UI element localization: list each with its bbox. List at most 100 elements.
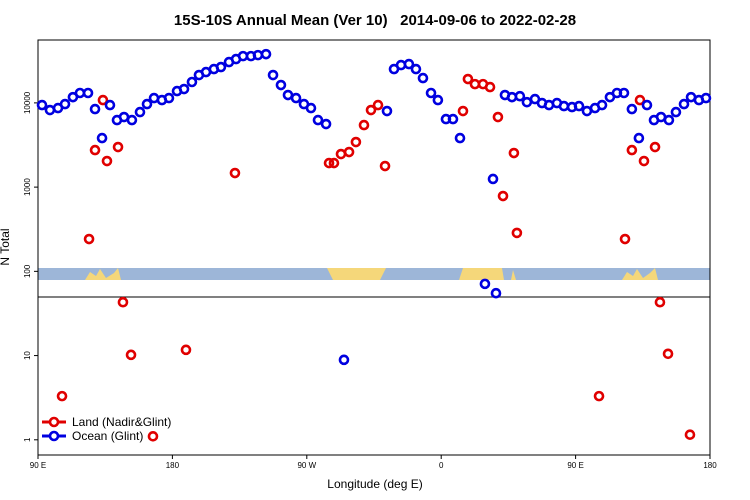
point (126, 114, 138, 126)
point (36, 99, 48, 111)
land-patch (511, 270, 516, 280)
point (490, 287, 502, 299)
plot-frame (37, 39, 711, 456)
point (410, 63, 422, 75)
point (678, 98, 690, 110)
legend-marker (48, 430, 60, 442)
y-tick-label: 1000 (23, 178, 32, 196)
legend-label: Ocean (Glint) (72, 429, 143, 443)
point (479, 278, 491, 290)
point (104, 99, 116, 111)
point (403, 58, 415, 70)
point (649, 141, 661, 153)
point (558, 100, 570, 112)
point (275, 79, 287, 91)
land-patch (622, 268, 658, 280)
point (514, 90, 526, 102)
point (654, 296, 666, 308)
point (670, 106, 682, 118)
land-patch (327, 268, 386, 280)
point (447, 113, 459, 125)
point (252, 49, 264, 61)
point (335, 148, 347, 160)
point (134, 106, 146, 118)
point (573, 100, 585, 112)
point (44, 104, 56, 116)
point (619, 233, 631, 245)
point (215, 61, 227, 73)
point (323, 157, 335, 169)
x-tick-label: 180 (166, 461, 180, 470)
point (305, 102, 317, 114)
point (641, 99, 653, 111)
point (700, 92, 712, 104)
point (457, 105, 469, 117)
point (260, 48, 272, 60)
y-axis-label: N Total (0, 228, 12, 265)
point (662, 348, 674, 360)
point (163, 92, 175, 104)
point (593, 390, 605, 402)
point (89, 144, 101, 156)
point (633, 132, 645, 144)
y-tick-label: 10000 (23, 91, 32, 114)
point (626, 103, 638, 115)
point (267, 69, 279, 81)
point (343, 146, 355, 158)
legend-marker (48, 416, 60, 428)
point (618, 87, 630, 99)
point (626, 144, 638, 156)
point (96, 132, 108, 144)
point (511, 227, 523, 239)
point (97, 94, 109, 106)
point (320, 118, 332, 130)
point (180, 344, 192, 356)
point (417, 72, 429, 84)
point (684, 429, 696, 440)
point (350, 136, 362, 148)
chart-title: 15S-10S Annual Mean (Ver 10) 2014-09-06 … (174, 12, 576, 29)
x-tick-label: 90 E (567, 461, 583, 470)
point (432, 94, 444, 106)
y-tick-label: 1 (23, 437, 32, 442)
point (484, 81, 496, 93)
x-tick-label: 90 W (297, 461, 316, 470)
point (89, 103, 101, 115)
y-tick-label: 10 (23, 351, 32, 360)
point (59, 98, 71, 110)
point (454, 132, 466, 144)
point (178, 83, 190, 95)
point (497, 190, 509, 202)
point (379, 160, 391, 172)
point (372, 99, 384, 111)
point (425, 87, 437, 99)
point (634, 94, 646, 106)
point (358, 119, 370, 131)
x-tick-label: 180 (703, 461, 717, 470)
point (663, 114, 675, 126)
point (328, 157, 340, 169)
legend-label: Land (Nadir&Glint) (72, 415, 171, 429)
point (101, 155, 113, 167)
point (186, 76, 198, 88)
point (312, 114, 324, 126)
point (141, 98, 153, 110)
point (290, 92, 302, 104)
point (82, 87, 94, 99)
point (147, 431, 159, 442)
point (56, 390, 68, 402)
surface-band (38, 268, 710, 280)
point (596, 99, 608, 111)
point (338, 354, 350, 366)
point (487, 173, 499, 185)
point (462, 73, 474, 85)
y-tick-label: 100 (23, 264, 32, 278)
land-patch (459, 268, 504, 280)
point (125, 349, 137, 361)
point (492, 111, 504, 123)
x-tick-label: 0 (439, 461, 444, 470)
x-axis-label: Longitude (deg E) (327, 477, 422, 491)
point (381, 105, 393, 117)
